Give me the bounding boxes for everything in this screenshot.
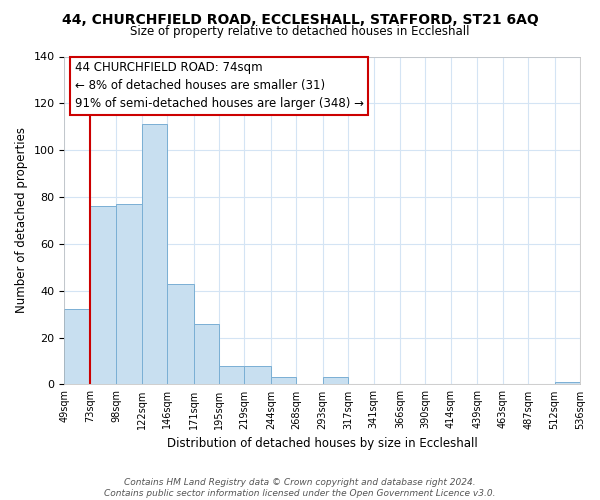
Text: Size of property relative to detached houses in Eccleshall: Size of property relative to detached ho… [130, 25, 470, 38]
Bar [142, 124, 167, 384]
Bar [90, 206, 116, 384]
Bar [244, 366, 271, 384]
Text: 44 CHURCHFIELD ROAD: 74sqm
← 8% of detached houses are smaller (31)
91% of semi-: 44 CHURCHFIELD ROAD: 74sqm ← 8% of detac… [75, 62, 364, 110]
Bar [116, 204, 142, 384]
X-axis label: Distribution of detached houses by size in Eccleshall: Distribution of detached houses by size … [167, 437, 478, 450]
Bar [554, 382, 580, 384]
Bar [219, 366, 244, 384]
Bar [167, 284, 194, 384]
Y-axis label: Number of detached properties: Number of detached properties [15, 128, 28, 314]
Bar [271, 378, 296, 384]
Text: 44, CHURCHFIELD ROAD, ECCLESHALL, STAFFORD, ST21 6AQ: 44, CHURCHFIELD ROAD, ECCLESHALL, STAFFO… [62, 12, 538, 26]
Text: Contains HM Land Registry data © Crown copyright and database right 2024.
Contai: Contains HM Land Registry data © Crown c… [104, 478, 496, 498]
Bar [194, 324, 219, 384]
Bar [64, 310, 90, 384]
Bar [323, 378, 348, 384]
